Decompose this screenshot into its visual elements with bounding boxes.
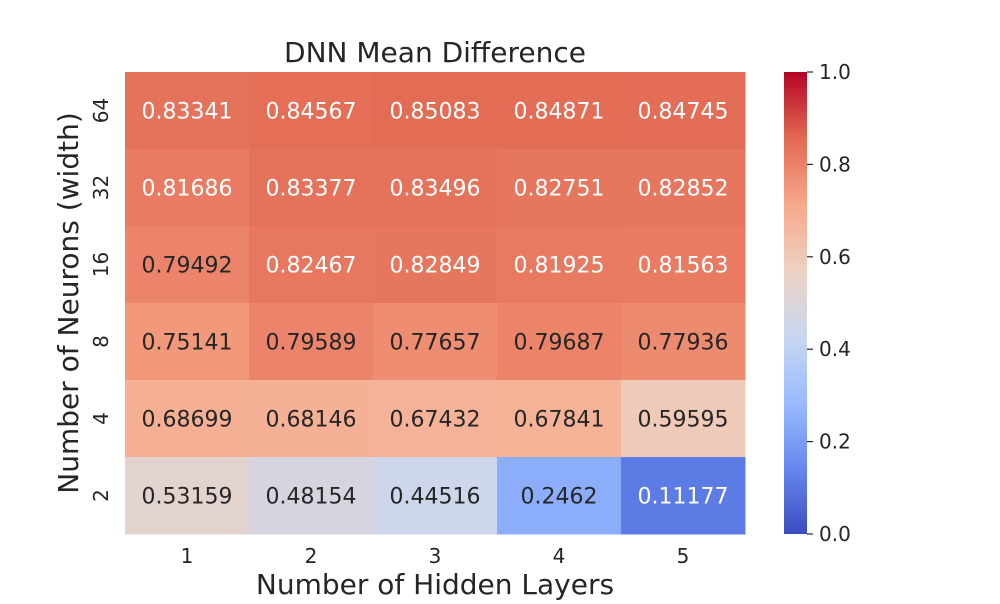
- y-tick-label: 4: [89, 412, 113, 425]
- heatmap-cell: [497, 457, 622, 535]
- cell-value-label: 0.82467: [266, 254, 357, 279]
- cell-value-label: 0.79687: [514, 331, 605, 356]
- heatmap-cell: [373, 380, 498, 458]
- cell-value-label: 0.82852: [638, 177, 729, 202]
- y-tick-label: 8: [89, 335, 113, 348]
- y-tick-labels: 64 32 16 8 4 2: [89, 98, 113, 502]
- heatmap-cell: [125, 380, 250, 458]
- heatmap-cell: [249, 457, 374, 535]
- colorbar-ticks: 0.0 0.2 0.4 0.6 0.8 1.0: [807, 60, 851, 546]
- cell-value-label: 0.67841: [514, 408, 605, 433]
- cell-value-label: 0.77936: [638, 331, 729, 356]
- cell-value-label: 0.2462: [521, 485, 598, 510]
- cell-value-label: 0.79589: [266, 331, 357, 356]
- cell-value-label: 0.82849: [390, 254, 481, 279]
- cell-value-label: 0.68699: [142, 408, 233, 433]
- heatmap-cell: [125, 226, 250, 304]
- x-tick-label: 5: [677, 544, 690, 568]
- heatmap-cell: [249, 226, 374, 304]
- heatmap-cell: [621, 457, 746, 535]
- cell-value-label: 0.48154: [266, 485, 357, 510]
- colorbar-tick-label: 0.6: [819, 245, 851, 269]
- heatmap-cell: [125, 72, 250, 150]
- cell-value-label: 0.79492: [142, 254, 233, 279]
- heatmap-cell: [497, 380, 622, 458]
- heatmap-cell: [373, 457, 498, 535]
- heatmap-cell: [621, 380, 746, 458]
- cell-value-label: 0.81563: [638, 254, 729, 279]
- heatmap-cell: [497, 303, 622, 381]
- heatmap-cell: [621, 303, 746, 381]
- cell-value-label: 0.83377: [266, 177, 357, 202]
- cell-value-label: 0.84567: [266, 100, 357, 125]
- cell-value-label: 0.59595: [638, 408, 729, 433]
- heatmap-cell: [621, 226, 746, 304]
- chart-title: DNN Mean Difference: [284, 36, 586, 69]
- cell-value-label: 0.84745: [638, 100, 729, 125]
- y-axis-label: Number of Neurons (width): [52, 112, 85, 493]
- heatmap-cell: [125, 303, 250, 381]
- colorbar: [784, 72, 807, 534]
- heatmap-cell: [621, 149, 746, 227]
- cell-value-label: 0.82751: [514, 177, 605, 202]
- cell-value-label: 0.84871: [514, 100, 605, 125]
- heatmap-cell: [373, 303, 498, 381]
- x-tick-label: 4: [553, 544, 566, 568]
- heatmap-cell: [125, 457, 250, 535]
- cell-value-label: 0.68146: [266, 408, 357, 433]
- heatmap-cell: [621, 72, 746, 150]
- y-tick-label: 16: [89, 252, 113, 277]
- cell-value-label: 0.81925: [514, 254, 605, 279]
- heatmap-cell: [373, 149, 498, 227]
- cell-value-label: 0.81686: [142, 177, 233, 202]
- colorbar-tick-label: 0.8: [819, 152, 851, 176]
- colorbar-tick-label: 0.2: [819, 430, 851, 454]
- heatmap-cell: [249, 303, 374, 381]
- y-tick-label: 2: [89, 489, 113, 502]
- heatmap-cell: [373, 226, 498, 304]
- colorbar-tick-label: 0.4: [819, 337, 851, 361]
- x-tick-label: 3: [429, 544, 442, 568]
- x-tick-label: 1: [181, 544, 194, 568]
- heatmap-cell: [249, 72, 374, 150]
- cell-value-label: 0.77657: [390, 331, 481, 356]
- y-tick-label: 32: [89, 175, 113, 200]
- cell-value-label: 0.85083: [390, 100, 481, 125]
- cell-value-label: 0.75141: [142, 331, 233, 356]
- x-tick-labels: 1 2 3 4 5: [181, 544, 690, 568]
- heatmap-cell: [497, 149, 622, 227]
- cell-value-label: 0.44516: [390, 485, 481, 510]
- heatmap-cell: [125, 149, 250, 227]
- colorbar-tick-label: 0.0: [819, 522, 851, 546]
- cell-value-label: 0.67432: [390, 408, 481, 433]
- heatmap-cell: [497, 226, 622, 304]
- x-tick-label: 2: [305, 544, 318, 568]
- heatmap-cell: [249, 149, 374, 227]
- cell-value-label: 0.83341: [142, 100, 233, 125]
- y-tick-label: 64: [89, 98, 113, 123]
- x-axis-label: Number of Hidden Layers: [256, 568, 614, 600]
- cell-value-label: 0.11177: [638, 485, 729, 510]
- heatmap-cell: [373, 72, 498, 150]
- cell-value-label: 0.53159: [142, 485, 233, 510]
- cell-value-labels: 0.83341 0.84567 0.85083 0.84871 0.84745 0.816…: [142, 100, 729, 510]
- heatmap-cell: [497, 72, 622, 150]
- cell-value-label: 0.83496: [390, 177, 481, 202]
- colorbar-tick-label: 1.0: [819, 60, 851, 84]
- heatmap-cells: [125, 72, 746, 535]
- heatmap-cell: [249, 380, 374, 458]
